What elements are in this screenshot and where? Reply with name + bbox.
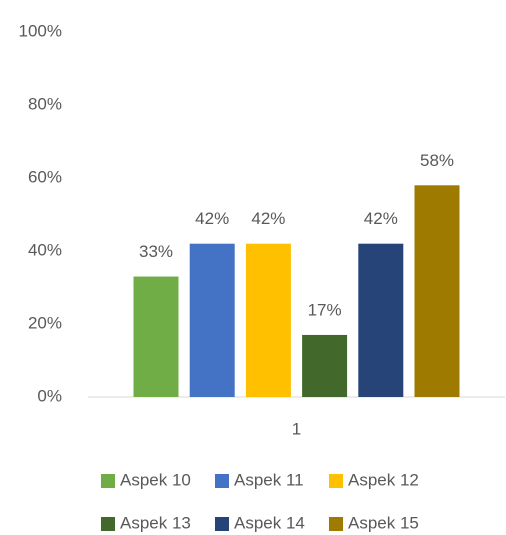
data-label: 42% bbox=[195, 209, 229, 228]
y-tick-label: 100% bbox=[19, 21, 62, 40]
legend-swatch bbox=[329, 474, 343, 488]
y-tick-label: 40% bbox=[28, 240, 62, 259]
legend-swatch bbox=[329, 517, 343, 531]
y-tick-label: 80% bbox=[28, 94, 62, 113]
data-label: 58% bbox=[420, 151, 454, 170]
bar bbox=[414, 185, 460, 397]
data-label: 17% bbox=[308, 300, 342, 319]
legend-label: Aspek 12 bbox=[348, 470, 419, 489]
bar bbox=[133, 276, 179, 397]
legend-swatch bbox=[215, 474, 229, 488]
bar bbox=[189, 243, 235, 397]
y-tick-label: 0% bbox=[37, 386, 62, 405]
bar bbox=[358, 243, 404, 397]
legend-swatch bbox=[101, 517, 115, 531]
legend-label: Aspek 11 bbox=[234, 470, 304, 489]
data-label: 42% bbox=[364, 209, 398, 228]
legend-label: Aspek 14 bbox=[234, 513, 305, 532]
y-tick-label: 20% bbox=[28, 313, 62, 332]
bar bbox=[302, 334, 348, 397]
legend-swatch bbox=[101, 474, 115, 488]
legend-label: Aspek 15 bbox=[348, 513, 419, 532]
x-tick-label: 1 bbox=[292, 419, 301, 438]
data-label: 33% bbox=[139, 242, 173, 261]
data-label: 42% bbox=[251, 209, 285, 228]
y-tick-label: 60% bbox=[28, 167, 62, 186]
legend-swatch bbox=[215, 517, 229, 531]
legend-label: Aspek 10 bbox=[120, 470, 191, 489]
legend-label: Aspek 13 bbox=[120, 513, 191, 532]
bar bbox=[245, 243, 291, 397]
